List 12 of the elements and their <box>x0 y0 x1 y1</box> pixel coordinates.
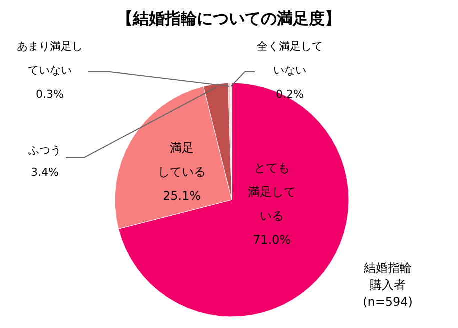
slice-label: ふつう <box>28 144 62 157</box>
data-label: 71.0% <box>252 233 292 247</box>
data-label: 25.1% <box>162 189 202 203</box>
text: (n=594) <box>363 295 413 309</box>
slice-label: とても満足している <box>248 161 296 223</box>
data-label: 0.3% <box>36 88 64 101</box>
text: 結婚指輪購入者 <box>363 261 412 292</box>
chart-title: 【結婚指輪についての満足度】 <box>117 9 341 28</box>
slice-label: 全く満足していない <box>257 40 323 77</box>
data-label: 3.4% <box>31 166 59 179</box>
slice-label: 満足している <box>158 141 206 179</box>
slice-label: あまり満足していない <box>17 40 83 77</box>
